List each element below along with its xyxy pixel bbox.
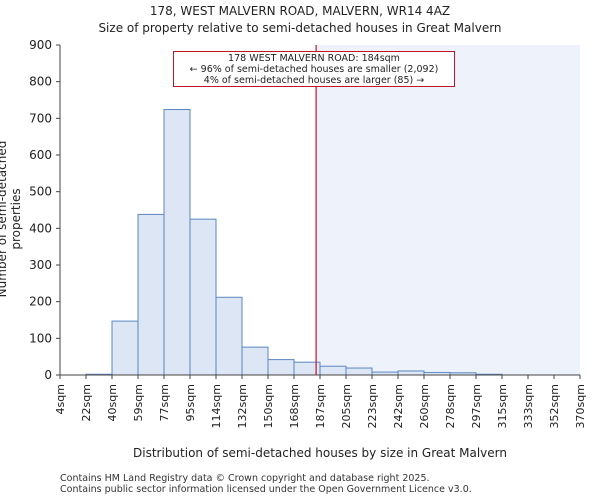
annotation-line-2: ← 96% of semi-detached houses are smalle… xyxy=(189,64,439,75)
y-tick-label: 700 xyxy=(29,111,52,125)
x-tick-label: 205sqm xyxy=(340,384,353,428)
y-tick-label: 0 xyxy=(44,368,52,382)
x-tick-label: 242sqm xyxy=(392,384,405,428)
x-tick-label: 297sqm xyxy=(470,384,483,428)
x-tick-label: 77sqm xyxy=(158,384,171,421)
property-annotation: 178 WEST MALVERN ROAD: 184sqm ← 96% of s… xyxy=(173,51,455,87)
y-tick-label: 600 xyxy=(29,148,52,162)
x-tick-label: 333sqm xyxy=(522,384,535,428)
y-tick-label: 800 xyxy=(29,75,52,89)
x-tick-label: 4sqm xyxy=(54,384,67,414)
y-tick-label: 300 xyxy=(29,258,52,272)
x-tick-label: 168sqm xyxy=(288,384,301,428)
x-tick-label: 352sqm xyxy=(548,384,561,428)
y-tick-label: 200 xyxy=(29,295,52,309)
annotation-line-3: 4% of semi-detached houses are larger (8… xyxy=(203,75,425,86)
bar xyxy=(215,296,243,376)
x-tick-label: 22sqm xyxy=(80,384,93,421)
bar xyxy=(111,320,139,376)
x-tick-label: 187sqm xyxy=(314,384,327,428)
bar xyxy=(345,367,373,376)
x-tick-label: 278sqm xyxy=(444,384,457,428)
bar xyxy=(397,370,425,376)
bar xyxy=(241,346,269,376)
chart-title: 178, WEST MALVERN ROAD, MALVERN, WR14 4A… xyxy=(149,4,451,18)
bar xyxy=(189,218,217,376)
x-tick-label: 150sqm xyxy=(262,384,275,428)
annotation-line-1: 178 WEST MALVERN ROAD: 184sqm xyxy=(228,53,400,64)
y-tick-label: 500 xyxy=(29,185,52,199)
bar xyxy=(267,359,295,376)
x-tick-label: 95sqm xyxy=(184,384,197,421)
x-axis-label: Distribution of semi-detached houses by … xyxy=(133,446,507,460)
x-tick-label: 132sqm xyxy=(236,384,249,428)
x-tick-label: 59sqm xyxy=(132,384,145,421)
footer-licence: Contains public sector information licen… xyxy=(60,484,472,495)
bar xyxy=(163,109,191,376)
x-tick-label: 370sqm xyxy=(574,384,587,428)
x-tick-label: 40sqm xyxy=(106,384,119,421)
bar xyxy=(319,365,347,376)
larger-region-shade xyxy=(316,45,580,375)
x-tick-label: 315sqm xyxy=(496,384,509,428)
footer-copyright: Contains HM Land Registry data © Crown c… xyxy=(60,473,430,484)
bar xyxy=(137,213,165,376)
y-tick-label: 100 xyxy=(29,331,52,345)
chart-subtitle: Size of property relative to semi-detach… xyxy=(98,21,502,35)
y-tick-label: 400 xyxy=(29,221,52,235)
y-tick-label: 900 xyxy=(29,38,52,52)
y-axis-label: Number of semi-detached properties xyxy=(0,140,23,298)
x-tick-label: 260sqm xyxy=(418,384,431,428)
x-tick-label: 114sqm xyxy=(210,384,223,428)
x-tick-label: 223sqm xyxy=(366,384,379,428)
